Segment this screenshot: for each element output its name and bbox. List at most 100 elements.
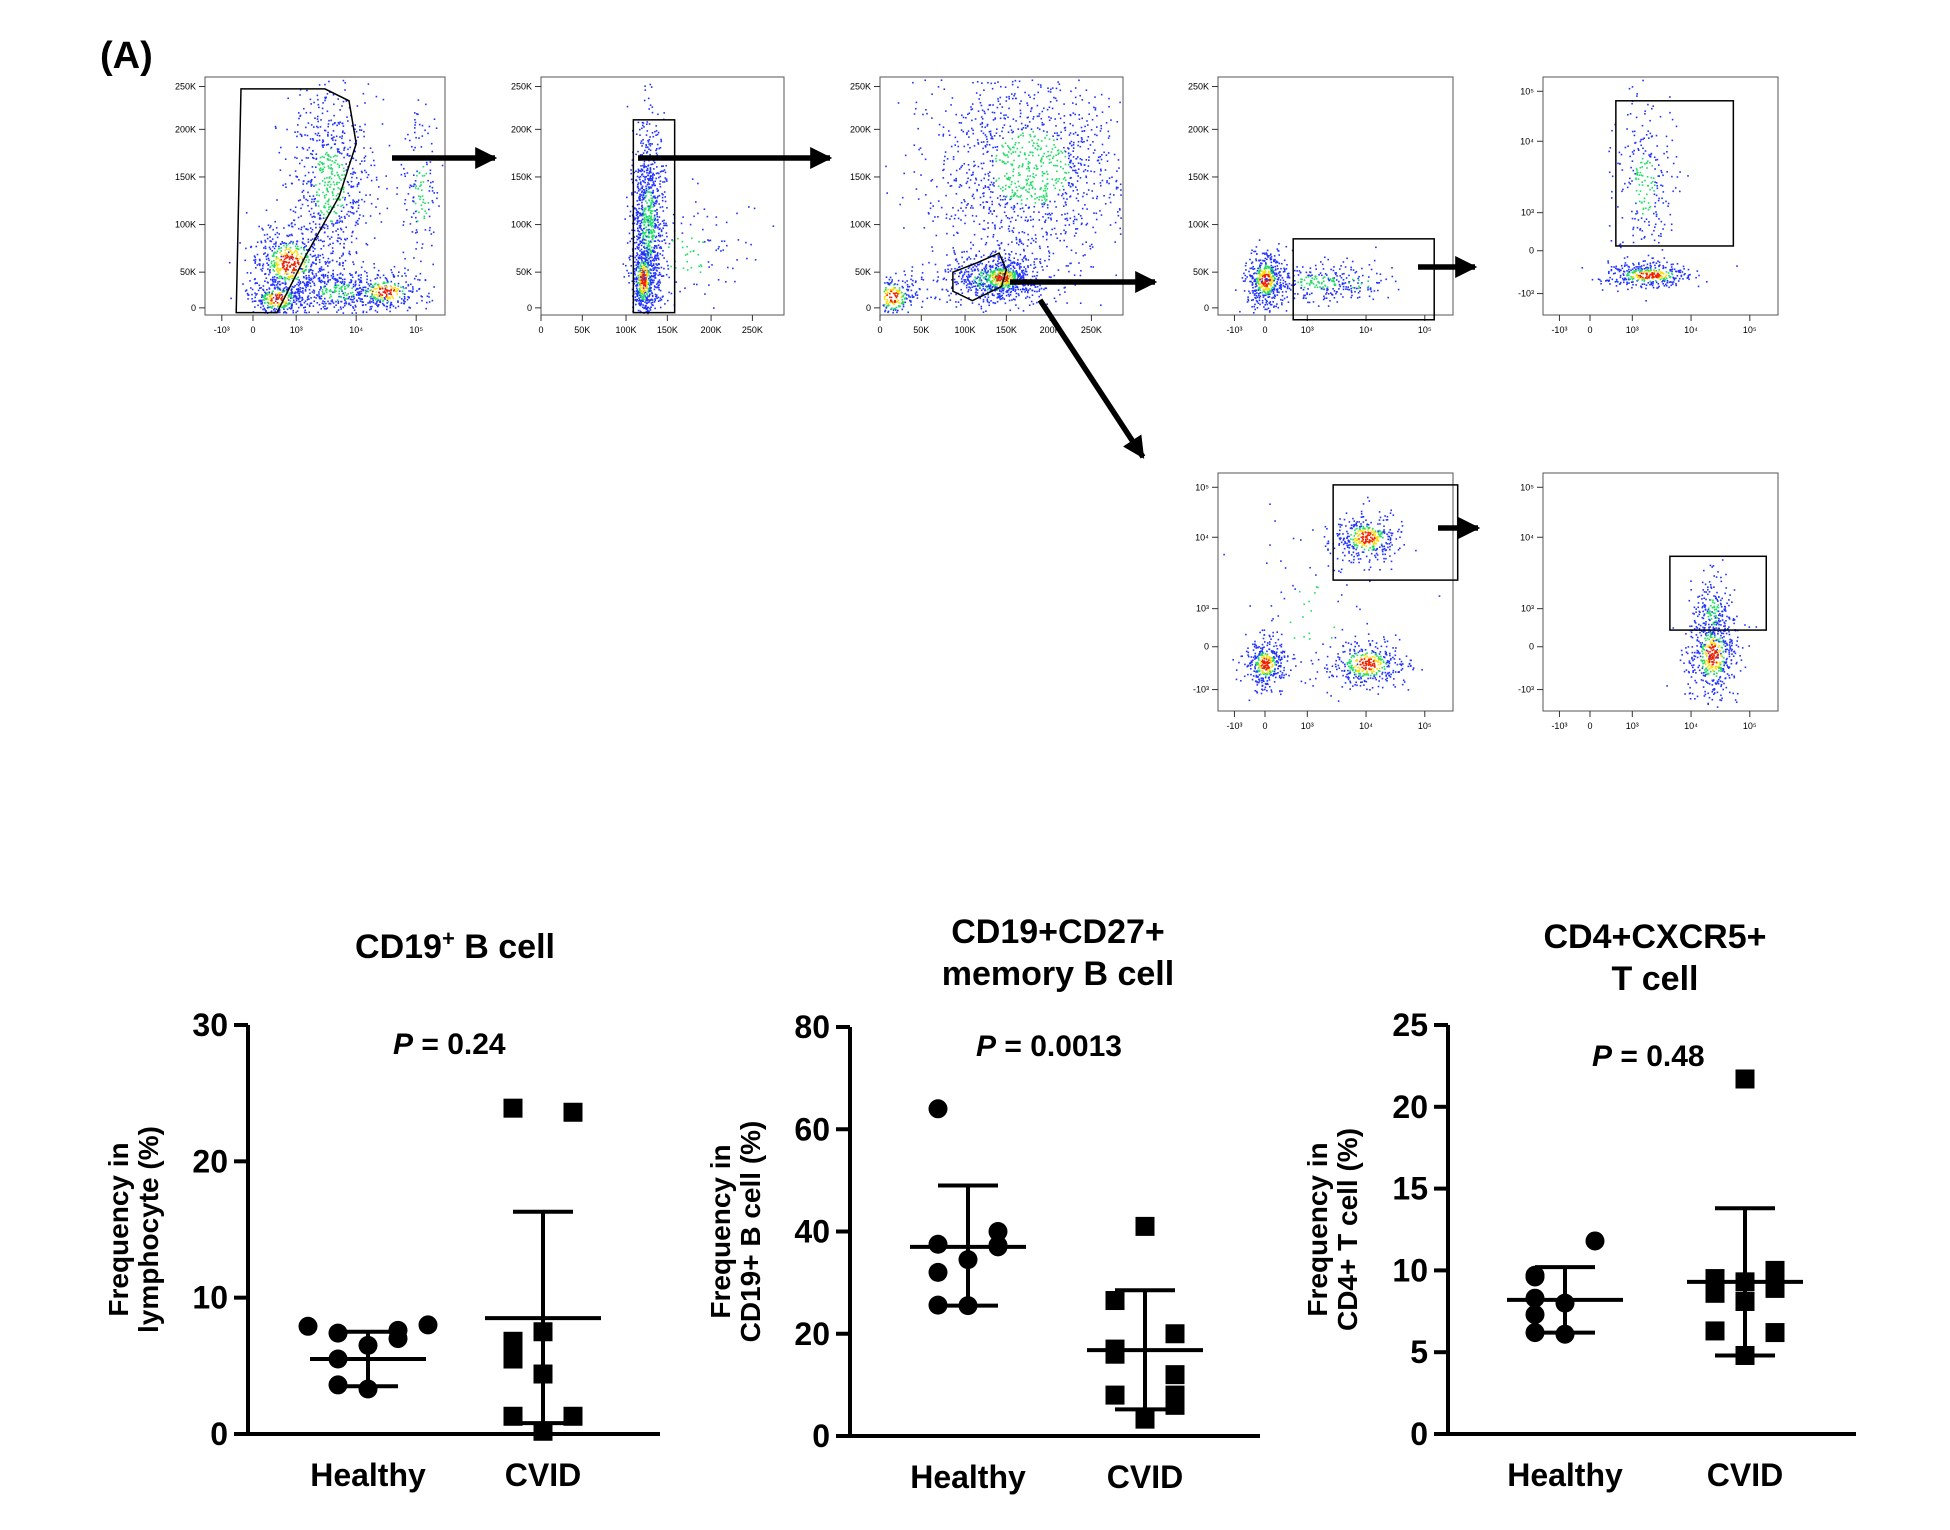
event-dot xyxy=(313,212,315,215)
event-dot xyxy=(631,164,634,167)
event-dot xyxy=(949,185,952,187)
event-dot xyxy=(1010,183,1013,186)
event-dot xyxy=(1013,146,1015,149)
event-dot xyxy=(973,197,975,200)
event-dot xyxy=(1046,108,1049,111)
event-dot xyxy=(323,231,326,234)
event-dot xyxy=(645,250,647,252)
event-dot xyxy=(272,296,275,299)
event-dot xyxy=(267,304,269,307)
event-dot xyxy=(404,297,406,300)
event-dot xyxy=(646,269,648,271)
event-dot xyxy=(983,110,986,113)
event-dot xyxy=(391,303,393,306)
event-dot xyxy=(317,256,319,258)
event-dot xyxy=(706,215,709,218)
event-dot xyxy=(291,304,293,307)
event-dot xyxy=(330,167,333,169)
event-dot xyxy=(648,179,650,181)
event-dot xyxy=(355,306,357,308)
event-dot xyxy=(972,193,975,196)
event-dot xyxy=(644,178,646,181)
event-dot xyxy=(285,186,287,188)
event-dot xyxy=(641,261,643,264)
event-dot xyxy=(972,81,974,84)
event-dot xyxy=(261,301,264,304)
event-dot xyxy=(652,263,655,265)
event-dot xyxy=(254,262,256,264)
event-dot xyxy=(664,303,666,305)
event-dot xyxy=(647,288,650,291)
event-dot xyxy=(1020,122,1023,125)
event-dot xyxy=(642,297,645,300)
event-dot xyxy=(1011,229,1014,232)
event-dot xyxy=(1100,214,1103,216)
event-dot xyxy=(986,141,989,143)
event-dot xyxy=(290,257,293,260)
event-dot xyxy=(329,243,331,245)
event-dot xyxy=(352,294,355,296)
event-dot xyxy=(319,156,322,159)
event-dot xyxy=(1041,203,1043,205)
event-dot xyxy=(968,186,971,189)
flow-x-tick-label: 10⁴ xyxy=(1359,325,1373,335)
event-dot xyxy=(360,292,363,295)
event-dot xyxy=(653,214,656,217)
event-dot xyxy=(642,142,644,145)
event-dot xyxy=(332,225,335,227)
event-dot xyxy=(646,248,648,251)
event-dot xyxy=(289,302,292,305)
event-dot xyxy=(297,253,299,256)
event-dot xyxy=(271,250,273,252)
event-dot xyxy=(991,164,994,167)
event-dot xyxy=(1065,204,1067,206)
event-dot xyxy=(273,276,276,278)
event-dot xyxy=(422,165,425,168)
event-dot xyxy=(374,309,377,312)
event-dot xyxy=(970,108,973,111)
event-dot xyxy=(316,237,319,240)
event-dot xyxy=(658,267,660,269)
event-dot xyxy=(340,210,343,212)
event-dot xyxy=(373,237,376,239)
event-dot xyxy=(661,254,664,257)
event-dot xyxy=(944,151,947,153)
event-dot xyxy=(304,306,307,308)
event-dot xyxy=(245,247,247,250)
event-dot xyxy=(315,273,317,275)
event-dot xyxy=(647,245,650,248)
event-dot xyxy=(291,277,293,280)
event-dot xyxy=(966,132,968,134)
event-dot xyxy=(260,300,263,303)
event-dot xyxy=(1051,87,1054,89)
event-dot xyxy=(643,216,646,219)
event-dot xyxy=(965,206,967,209)
event-dot xyxy=(708,284,710,286)
event-dot xyxy=(328,297,331,299)
event-dot xyxy=(323,286,325,289)
event-dot xyxy=(976,81,979,83)
event-dot xyxy=(414,146,416,149)
event-dot xyxy=(430,142,433,145)
event-dot xyxy=(971,108,974,110)
event-dot xyxy=(283,260,285,263)
event-dot xyxy=(307,204,309,207)
event-dot xyxy=(648,123,651,125)
event-dot xyxy=(663,257,665,259)
event-dot xyxy=(652,229,655,231)
event-dot xyxy=(304,288,307,291)
event-dot xyxy=(649,288,651,290)
event-dot xyxy=(1095,212,1098,215)
event-dot xyxy=(436,192,439,194)
event-dot xyxy=(1018,80,1021,83)
event-dot xyxy=(316,191,318,193)
event-dot xyxy=(987,172,989,175)
event-dot xyxy=(653,260,655,262)
event-dot xyxy=(653,205,656,207)
event-dot xyxy=(392,305,395,308)
event-dot xyxy=(424,279,427,281)
event-dot xyxy=(1058,113,1060,115)
event-dot xyxy=(649,175,652,177)
event-dot xyxy=(657,244,660,246)
event-dot xyxy=(1117,186,1119,189)
